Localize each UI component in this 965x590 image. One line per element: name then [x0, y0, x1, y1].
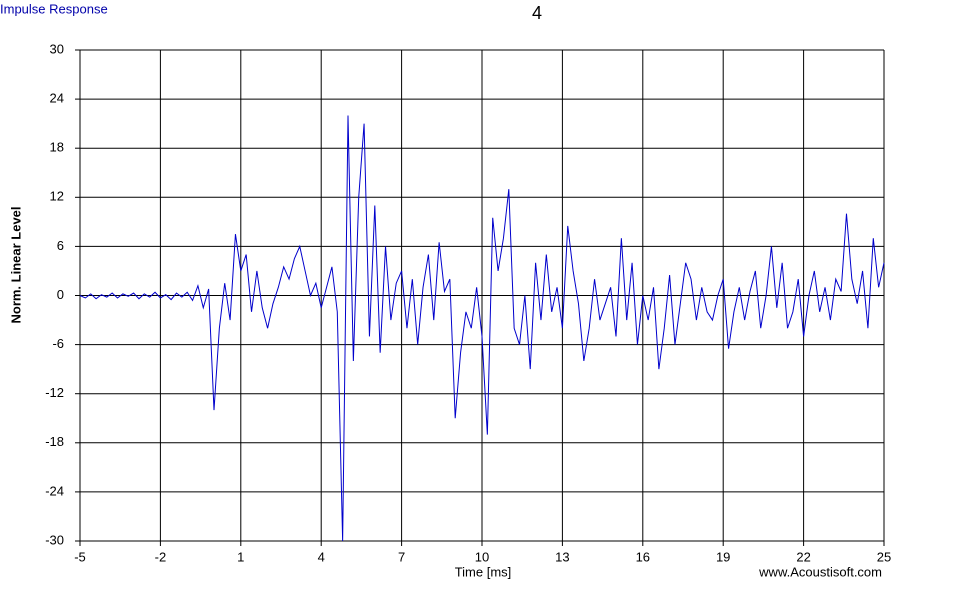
y-tick-label: 6 [57, 238, 64, 253]
y-tick-label: -24 [45, 483, 64, 498]
data-line [79, 115, 885, 542]
y-tick-label: 24 [50, 91, 64, 106]
watermark: www.Acoustisoft.com [758, 564, 882, 579]
y-tick-label: 30 [50, 41, 64, 56]
y-tick-label: -18 [45, 434, 64, 449]
y-tick-label: -30 [45, 532, 64, 547]
x-axis-label: Time [ms] [455, 564, 512, 579]
x-tick-label: -5 [74, 549, 86, 564]
x-tick-label: 25 [877, 549, 891, 564]
x-tick-label: 13 [555, 549, 569, 564]
x-tick-label: 19 [716, 549, 730, 564]
chart-title: 4 [532, 3, 542, 23]
x-tick-label: 16 [636, 549, 650, 564]
corner-label: Impulse Response [0, 1, 108, 16]
x-tick-label: 7 [398, 549, 405, 564]
x-tick-label: -2 [155, 549, 167, 564]
x-tick-label: 10 [475, 549, 489, 564]
x-tick-label: 22 [796, 549, 810, 564]
y-tick-label: 18 [50, 140, 64, 155]
y-tick-label: 12 [50, 189, 64, 204]
y-axis-label: Norm. Linear Level [8, 206, 23, 323]
y-tick-label: -6 [52, 336, 64, 351]
y-tick-label: -12 [45, 385, 64, 400]
x-tick-label: 1 [237, 549, 244, 564]
x-tick-label: 4 [318, 549, 325, 564]
y-tick-label: 0 [57, 287, 64, 302]
